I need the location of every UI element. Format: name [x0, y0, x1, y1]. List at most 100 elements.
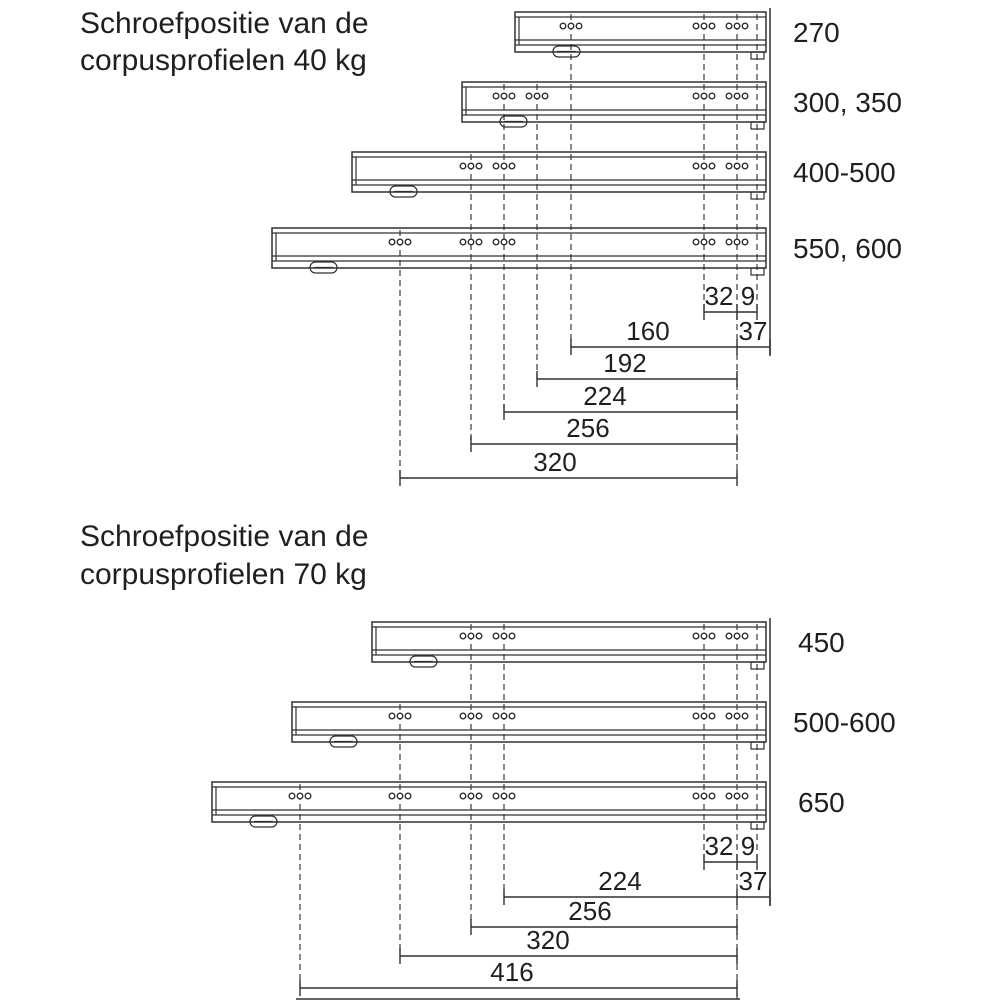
dimension-value: 256: [566, 413, 609, 443]
dimension-value: 37: [739, 316, 768, 346]
section-title-line2: corpusprofielen 40 kg: [80, 44, 367, 77]
screw-holes: [692, 712, 716, 720]
dimension-line: [503, 404, 738, 420]
section-title-line1: Schroefpositie van de: [80, 520, 369, 553]
screw-holes: [692, 792, 716, 800]
rail-length-label: 450: [798, 627, 845, 658]
screw-holes: [388, 238, 412, 246]
dimension-line: [703, 854, 758, 870]
screw-holes: [492, 92, 516, 100]
rail-body: [371, 621, 767, 663]
screw-holes: [492, 162, 516, 170]
release-latch: [309, 261, 338, 274]
section-title-line2: corpusprofielen 70 kg: [80, 558, 367, 591]
screw-holes: [459, 162, 483, 170]
screw-holes: [725, 162, 749, 170]
dimension-value: 160: [626, 316, 669, 346]
release-latch: [389, 185, 418, 198]
rail-body: [461, 81, 767, 123]
screw-holes: [288, 792, 312, 800]
screw-holes: [559, 22, 583, 30]
dimension-line: [570, 339, 771, 355]
rear-hook: [750, 191, 765, 200]
dimension-line: [399, 470, 738, 486]
screw-holes: [725, 712, 749, 720]
rail-profile-lines: [272, 232, 766, 262]
screw-holes: [725, 238, 749, 246]
rail-length-label: 650: [798, 787, 845, 818]
screw-holes: [459, 712, 483, 720]
rail-body: [211, 781, 767, 823]
dimension-row-160-37: 160 37: [570, 316, 771, 355]
dimension-row-320: 320: [399, 925, 738, 964]
screw-holes: [459, 238, 483, 246]
rail-270: [514, 11, 767, 60]
rail-profile-lines: [515, 16, 766, 46]
rail-300-350: [461, 81, 767, 130]
section-title-line1: Schroefpositie van de: [80, 7, 369, 40]
rail-profile-lines: [372, 626, 766, 656]
rail-profile-lines: [462, 86, 766, 116]
rail-500-600: [291, 701, 767, 750]
dimension-row-416: 416: [299, 957, 738, 996]
rail-profile-lines: [212, 786, 766, 816]
dimension-value: 37: [739, 866, 768, 896]
dimension-line: [399, 948, 738, 964]
dimension-row-32-9: 32 9: [703, 281, 758, 320]
rear-hook: [750, 51, 765, 60]
screw-holes: [525, 92, 549, 100]
rail-profile-lines: [292, 706, 766, 736]
screw-holes: [459, 792, 483, 800]
rail-length-label: 300, 350: [793, 87, 902, 118]
dimension-value: 416: [490, 957, 533, 987]
rail-length-label: 400-500: [793, 157, 896, 188]
dimension-row-224: 224: [503, 381, 738, 420]
rear-hook: [750, 661, 765, 670]
rail-650: [211, 781, 767, 830]
dimension-line: [703, 304, 758, 320]
dimension-value: 224: [598, 866, 641, 896]
rail-length-label: 500-600: [793, 707, 896, 738]
screw-holes: [692, 162, 716, 170]
release-latch: [329, 735, 358, 748]
screw-holes: [692, 92, 716, 100]
screw-holes: [492, 632, 516, 640]
dimension-row-320: 320: [399, 447, 738, 486]
rear-hook: [750, 821, 765, 830]
screw-holes: [388, 792, 412, 800]
dimension-value: 224: [583, 381, 626, 411]
dimension-row-224-37: 224 37: [503, 866, 771, 905]
dimension-value: 320: [526, 925, 569, 955]
screw-holes: [692, 238, 716, 246]
screw-holes: [388, 712, 412, 720]
rear-hook: [750, 741, 765, 750]
rail-body: [291, 701, 767, 743]
screw-holes: [725, 22, 749, 30]
dimension-row-192: 192: [536, 348, 738, 387]
dimension-line: [470, 919, 738, 935]
dimension-value: 192: [603, 348, 646, 378]
section-40kg: Schroefpositie van de corpusprofielen 40…: [80, 7, 902, 486]
screw-holes: [725, 632, 749, 640]
dimension-row-256: 256: [470, 896, 738, 935]
screw-holes: [692, 22, 716, 30]
rail-length-label: 550, 600: [793, 233, 902, 264]
rail-profile-lines: [352, 156, 766, 186]
dimension-line: [503, 889, 771, 905]
rail-body: [351, 151, 767, 193]
dimension-value: 320: [533, 447, 576, 477]
dimension-row-256: 256: [470, 413, 738, 452]
screw-holes: [492, 238, 516, 246]
rail-body: [514, 11, 767, 53]
dimension-line: [470, 436, 738, 452]
dimension-value: 256: [568, 896, 611, 926]
screw-holes: [725, 92, 749, 100]
screw-holes: [492, 792, 516, 800]
rail-body: [271, 227, 767, 269]
dimension-line: [299, 980, 738, 996]
dimension-value: 9: [741, 281, 755, 311]
screw-holes: [459, 632, 483, 640]
dimension-value: 9: [741, 831, 755, 861]
